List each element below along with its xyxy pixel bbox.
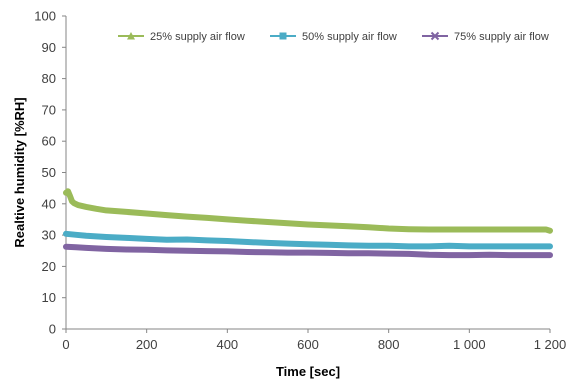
y-tick-label: 70 — [42, 102, 56, 117]
x-tick-label: 400 — [216, 337, 238, 352]
legend-label: 75% supply air flow — [454, 31, 549, 43]
x-tick-label: 800 — [378, 337, 400, 352]
y-tick-label: 30 — [42, 228, 56, 243]
series-line-2 — [63, 230, 553, 250]
x-tick-label: 1 200 — [534, 337, 567, 352]
x-tick-label: 600 — [297, 337, 319, 352]
series-layer — [63, 188, 553, 259]
y-tick-label: 10 — [42, 290, 56, 305]
legend-marker-x — [430, 31, 440, 41]
y-tick-label: 20 — [42, 259, 56, 274]
y-tick-label: 60 — [42, 134, 56, 149]
y-axis-title: Realtive humidity [%RH] — [12, 97, 27, 247]
legend-label: 50% supply air flow — [302, 31, 397, 43]
legend-label: 25% supply air flow — [150, 31, 245, 43]
legend: 25% supply air flow 50% supply air flow 75… — [118, 31, 549, 43]
series-line-3 — [63, 243, 553, 259]
x-tick-label: 0 — [62, 337, 69, 352]
y-tick-label: 40 — [42, 196, 56, 211]
y-tick-label: 50 — [42, 165, 56, 180]
y-tick-label: 0 — [49, 322, 56, 337]
legend-marker-square — [279, 32, 287, 40]
x-tick-label: 200 — [136, 337, 158, 352]
y-tick-label: 80 — [42, 71, 56, 86]
y-tick-label: 90 — [42, 40, 56, 55]
legend-marker-triangle — [127, 32, 135, 40]
x-axis-title: Time [sec] — [276, 364, 340, 379]
x-tick-label: 1 000 — [453, 337, 486, 352]
y-tick-label: 100 — [34, 9, 56, 24]
series-line-1 — [63, 188, 553, 234]
